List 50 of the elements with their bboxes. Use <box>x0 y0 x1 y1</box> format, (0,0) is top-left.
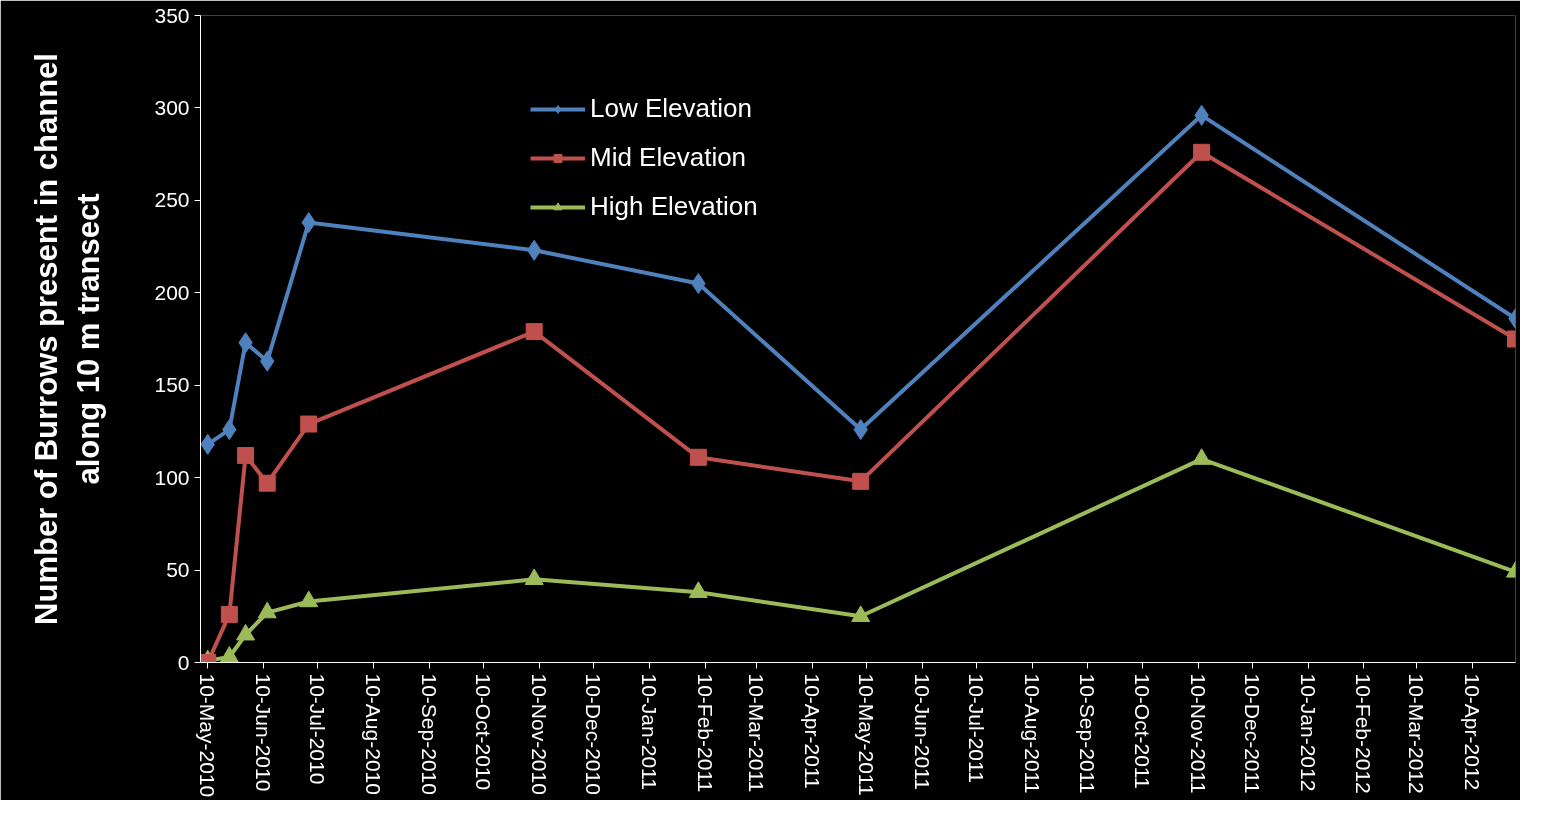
x-tick-label: 10-Sep-2011 <box>1076 673 1100 794</box>
x-tick-label: 10-Apr-2011 <box>800 673 824 789</box>
x-tick-label: 10-Apr-2012 <box>1460 673 1484 791</box>
y-tick-label: 250 <box>154 188 190 212</box>
point <box>851 605 871 622</box>
point <box>237 446 255 464</box>
x-tick-label: 10-Jun-2010 <box>252 673 276 792</box>
y-tick-label: 200 <box>154 280 190 304</box>
legend-label: Low Elevation <box>590 93 752 124</box>
y-tick-label: 100 <box>154 465 190 489</box>
point <box>300 415 318 433</box>
x-tick-label: 10-Dec-2011 <box>1240 673 1264 794</box>
point <box>257 601 277 619</box>
x-tick-label: 10-Mar-2011 <box>744 673 768 793</box>
point <box>258 474 276 492</box>
y-tick-label: 300 <box>154 95 190 119</box>
x-tick-label: 10-May-2011 <box>854 673 878 796</box>
point <box>236 623 256 641</box>
point <box>852 472 870 490</box>
x-tick-label: 10-Nov-2011 <box>1186 673 1210 794</box>
x-tick-label: 10-Feb-2011 <box>694 673 718 793</box>
x-tick-label: 10-Feb-2012 <box>1352 673 1376 794</box>
legend-label: Mid Elevation <box>590 142 747 173</box>
point <box>219 646 239 663</box>
x-tick-label: 10-Dec-2010 <box>582 673 606 795</box>
y-tick-label: 350 <box>154 3 190 27</box>
x-tick-label: 10-Mar-2012 <box>1404 673 1428 794</box>
point <box>299 590 319 608</box>
x-tick-label: 10-Jul-2010 <box>306 673 330 785</box>
x-tick-label: 10-Sep-2010 <box>418 673 442 795</box>
point <box>688 581 708 598</box>
y-axis-title: Number of Burrows present in channel along 10 m transect <box>29 53 107 625</box>
point <box>689 448 707 466</box>
x-tick-label: 10-Jan-2011 <box>638 673 662 790</box>
x-tick-label: 10-Nov-2010 <box>528 673 552 795</box>
y-tick-label: 0 <box>177 650 190 674</box>
point <box>524 568 544 586</box>
legend-label: High Elevation <box>590 191 758 222</box>
point <box>525 323 543 341</box>
x-tick-label: 10-May-2010 <box>196 673 220 798</box>
y-tick-label: 50 <box>166 558 190 582</box>
x-tick-label: 10-Jan-2012 <box>1296 673 1320 792</box>
x-tick-label: 10-Oct-2011 <box>1130 673 1154 789</box>
x-tick-label: 10-Oct-2010 <box>472 673 496 791</box>
y-tick-label: 150 <box>154 373 190 397</box>
x-tick-label: 10-Aug-2011 <box>1020 673 1044 794</box>
point <box>1192 448 1212 465</box>
x-tick-label: 10-Jun-2011 <box>910 673 934 790</box>
x-tick-label: 10-Jul-2011 <box>964 673 988 783</box>
x-tick-label: 10-Aug-2010 <box>362 673 386 795</box>
